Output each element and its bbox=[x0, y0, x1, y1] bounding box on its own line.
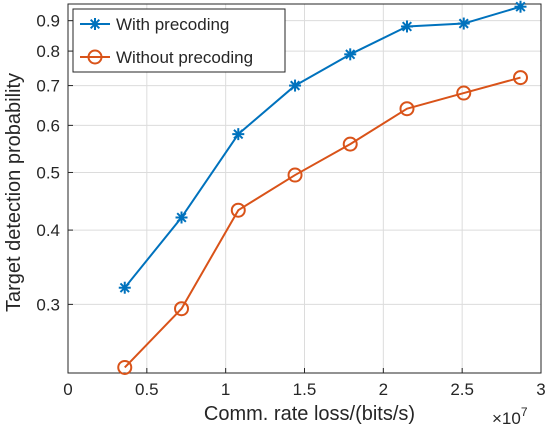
data-point bbox=[344, 48, 357, 61]
y-tick-label: 0.6 bbox=[36, 116, 60, 135]
data-point bbox=[230, 202, 246, 218]
x-axis-exponent-power: 7 bbox=[521, 405, 528, 419]
ticks: 0 0.5 1 1.5 2 2.5 3 0.3 0.4 0.5 0.6 0.7 0.8 0.9 bbox=[36, 12, 545, 399]
data-point bbox=[287, 167, 303, 183]
y-axis-label: Target detection probability bbox=[3, 73, 25, 312]
data-point bbox=[513, 70, 529, 86]
data-point bbox=[457, 17, 470, 30]
data-point bbox=[514, 0, 527, 13]
x-tick-label: 0.5 bbox=[135, 380, 159, 399]
data-point bbox=[117, 359, 133, 375]
series-line bbox=[124, 76, 521, 369]
series-line bbox=[123, 5, 521, 289]
y-tick-label: 0.7 bbox=[36, 77, 60, 96]
x-axis-exponent: ×107 bbox=[492, 405, 528, 428]
legend-box bbox=[72, 8, 286, 73]
data-point bbox=[342, 136, 358, 152]
x-axis-label: Comm. rate loss/(bits/s) bbox=[204, 403, 415, 425]
legend-item: Without precoding bbox=[80, 48, 253, 67]
data-point bbox=[399, 101, 415, 117]
series-2 bbox=[117, 70, 529, 375]
legend-marker bbox=[87, 49, 103, 65]
legend-label: With precoding bbox=[116, 15, 229, 34]
data-point bbox=[175, 211, 188, 224]
legend: With precoding Without precoding bbox=[72, 8, 286, 73]
y-tick-label: 0.8 bbox=[36, 42, 60, 61]
data-point bbox=[400, 20, 413, 33]
y-tick-label: 0.4 bbox=[36, 221, 60, 240]
series bbox=[117, 0, 529, 375]
y-tick-label: 0.3 bbox=[36, 295, 60, 314]
data-point bbox=[289, 79, 302, 92]
y-tick-label: 0.5 bbox=[36, 163, 60, 182]
y-tick-label: 0.9 bbox=[36, 12, 60, 31]
x-tick-label: 0 bbox=[63, 380, 72, 399]
series-1 bbox=[118, 0, 527, 294]
legend-marker bbox=[89, 18, 101, 30]
x-tick-label: 2 bbox=[379, 380, 388, 399]
x-tick-label: 1.5 bbox=[293, 380, 317, 399]
legend-item: With precoding bbox=[80, 15, 229, 34]
data-point bbox=[174, 301, 190, 317]
x-tick-label: 3 bbox=[536, 380, 545, 399]
x-axis-exponent-base: ×10 bbox=[492, 409, 521, 428]
data-point bbox=[118, 281, 131, 294]
data-point bbox=[232, 128, 245, 141]
x-tick-label: 2.5 bbox=[450, 380, 474, 399]
x-tick-label: 1 bbox=[221, 380, 230, 399]
data-point bbox=[456, 85, 472, 101]
legend-label: Without precoding bbox=[116, 48, 253, 67]
